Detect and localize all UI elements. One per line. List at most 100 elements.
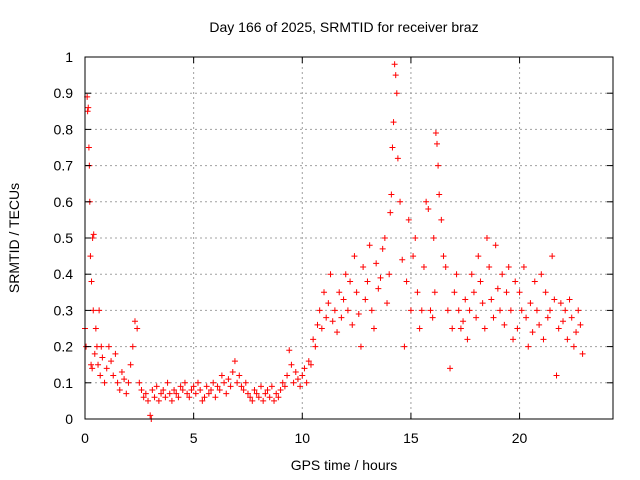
data-point xyxy=(494,285,501,292)
data-point xyxy=(229,368,236,375)
data-point xyxy=(560,318,567,325)
data-point xyxy=(423,198,430,205)
data-point xyxy=(360,263,367,270)
data-point xyxy=(190,383,197,390)
data-point xyxy=(427,307,434,314)
data-point xyxy=(405,216,412,223)
data-point xyxy=(438,216,445,223)
data-point xyxy=(236,372,243,379)
data-point xyxy=(510,336,517,343)
data-point xyxy=(268,383,275,390)
y-tick-label: 0.5 xyxy=(54,230,74,246)
data-point xyxy=(197,387,204,394)
data-point xyxy=(118,368,125,375)
data-point xyxy=(181,379,188,386)
data-point xyxy=(523,314,530,321)
y-tick-label: 0 xyxy=(65,411,73,427)
data-point xyxy=(389,144,396,151)
data-point xyxy=(355,311,362,318)
data-point xyxy=(292,368,299,375)
data-point xyxy=(425,206,432,213)
data-point xyxy=(366,242,373,249)
data-point xyxy=(533,307,540,314)
chart-title: Day 166 of 2025, SRMTID for receiver bra… xyxy=(209,19,478,35)
data-point xyxy=(175,394,182,401)
data-point xyxy=(477,278,484,285)
data-point xyxy=(449,325,456,332)
data-point xyxy=(364,278,371,285)
data-point xyxy=(410,253,417,260)
data-point xyxy=(507,307,514,314)
data-point xyxy=(462,296,469,303)
x-axis-title: GPS time / hours xyxy=(291,457,398,473)
data-point xyxy=(87,253,94,260)
data-point xyxy=(342,271,349,278)
data-point xyxy=(351,253,358,260)
data-point xyxy=(116,387,123,394)
data-point xyxy=(212,394,219,401)
data-point xyxy=(368,307,375,314)
data-point xyxy=(399,256,406,263)
data-point xyxy=(205,390,212,397)
data-point xyxy=(390,119,397,126)
y-tick-label: 0.6 xyxy=(54,194,74,210)
x-tick-label: 10 xyxy=(294,430,310,446)
y-tick-label: 0.2 xyxy=(54,339,74,355)
data-point xyxy=(470,289,477,296)
y-tick-label: 0.7 xyxy=(54,158,74,174)
x-tick-label: 15 xyxy=(403,430,419,446)
data-point xyxy=(264,387,271,394)
data-point xyxy=(305,358,312,365)
data-point xyxy=(481,325,488,332)
data-point xyxy=(394,155,401,162)
data-point xyxy=(553,372,560,379)
data-point xyxy=(357,343,364,350)
data-point xyxy=(140,394,147,401)
data-point xyxy=(203,383,210,390)
data-point xyxy=(238,383,245,390)
data-point xyxy=(273,390,280,397)
data-point xyxy=(516,289,523,296)
data-point xyxy=(505,263,512,270)
data-point xyxy=(551,296,558,303)
data-point xyxy=(142,390,149,397)
y-tick-label: 0.3 xyxy=(54,302,74,318)
data-point xyxy=(160,387,167,394)
data-point xyxy=(136,379,143,386)
data-point xyxy=(244,390,251,397)
data-point xyxy=(286,347,293,354)
data-point xyxy=(210,379,217,386)
data-point xyxy=(275,394,282,401)
data-point xyxy=(403,278,410,285)
data-point xyxy=(199,397,206,404)
data-point xyxy=(249,397,256,404)
data-point xyxy=(473,314,480,321)
data-point xyxy=(184,390,191,397)
data-point xyxy=(536,321,543,328)
data-point xyxy=(525,343,532,350)
data-point xyxy=(407,307,414,314)
data-point xyxy=(253,390,260,397)
data-point xyxy=(564,336,571,343)
data-point xyxy=(377,274,384,281)
data-point xyxy=(260,397,267,404)
data-point xyxy=(123,390,130,397)
y-tick-label: 0.4 xyxy=(54,266,74,282)
data-point xyxy=(455,307,462,314)
x-tick-label: 20 xyxy=(512,430,528,446)
y-axis-title: SRMTID / TECUs xyxy=(6,183,22,293)
data-point xyxy=(138,387,145,394)
data-point xyxy=(464,336,471,343)
data-point xyxy=(299,372,306,379)
data-point xyxy=(114,379,121,386)
data-point xyxy=(105,343,112,350)
data-point xyxy=(318,325,325,332)
data-point xyxy=(221,379,228,386)
data-point xyxy=(90,307,97,314)
data-point xyxy=(370,325,377,332)
data-point xyxy=(92,325,99,332)
data-point xyxy=(418,307,425,314)
data-point xyxy=(336,289,343,296)
data-point xyxy=(434,140,440,147)
data-point xyxy=(208,387,215,394)
